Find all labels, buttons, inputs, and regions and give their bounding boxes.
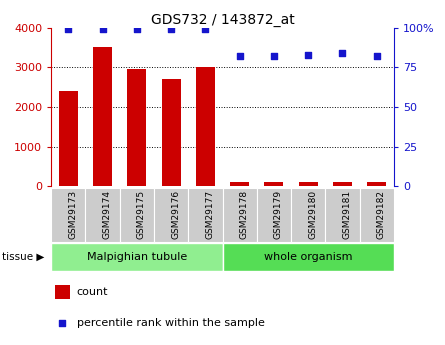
Text: GSM29176: GSM29176 [171, 190, 180, 239]
FancyBboxPatch shape [257, 188, 291, 242]
FancyBboxPatch shape [188, 188, 222, 242]
Point [65, 27, 72, 32]
FancyBboxPatch shape [85, 188, 120, 242]
FancyBboxPatch shape [154, 188, 188, 242]
Text: GSM29182: GSM29182 [376, 190, 386, 239]
Text: GSM29174: GSM29174 [103, 190, 112, 239]
Point [202, 27, 209, 32]
Point [305, 52, 312, 57]
Point [99, 27, 106, 32]
Bar [333, 181, 352, 186]
Bar [127, 69, 146, 186]
Point [373, 53, 380, 59]
FancyBboxPatch shape [222, 188, 257, 242]
FancyBboxPatch shape [360, 188, 394, 242]
Point [168, 27, 175, 32]
Text: GSM29179: GSM29179 [274, 190, 283, 239]
Bar [59, 91, 78, 186]
Bar [162, 79, 181, 186]
FancyBboxPatch shape [291, 188, 325, 242]
Bar [299, 182, 318, 186]
FancyBboxPatch shape [222, 243, 394, 271]
Bar [93, 47, 112, 186]
FancyBboxPatch shape [325, 188, 360, 242]
Point [134, 27, 141, 32]
Title: GDS732 / 143872_at: GDS732 / 143872_at [150, 12, 295, 27]
Text: GSM29177: GSM29177 [206, 190, 214, 239]
Point [322, 139, 329, 145]
Point [339, 50, 346, 56]
Text: GSM29181: GSM29181 [343, 190, 352, 239]
FancyBboxPatch shape [51, 243, 223, 271]
Bar [55, 285, 70, 299]
Bar [196, 67, 215, 186]
FancyBboxPatch shape [51, 188, 85, 242]
Bar [367, 182, 386, 186]
Text: count: count [77, 287, 109, 297]
Text: whole organism: whole organism [264, 252, 352, 262]
Text: GSM29173: GSM29173 [69, 190, 77, 239]
Text: Malpighian tubule: Malpighian tubule [87, 252, 187, 262]
Point [236, 53, 243, 59]
Text: tissue ▶: tissue ▶ [2, 252, 44, 262]
Text: GSM29175: GSM29175 [137, 190, 146, 239]
Bar [264, 182, 283, 186]
Text: GSM29178: GSM29178 [239, 190, 249, 239]
Point [271, 53, 278, 59]
Text: GSM29180: GSM29180 [308, 190, 317, 239]
Text: percentile rank within the sample: percentile rank within the sample [77, 318, 265, 328]
Bar [230, 182, 249, 186]
FancyBboxPatch shape [120, 188, 154, 242]
